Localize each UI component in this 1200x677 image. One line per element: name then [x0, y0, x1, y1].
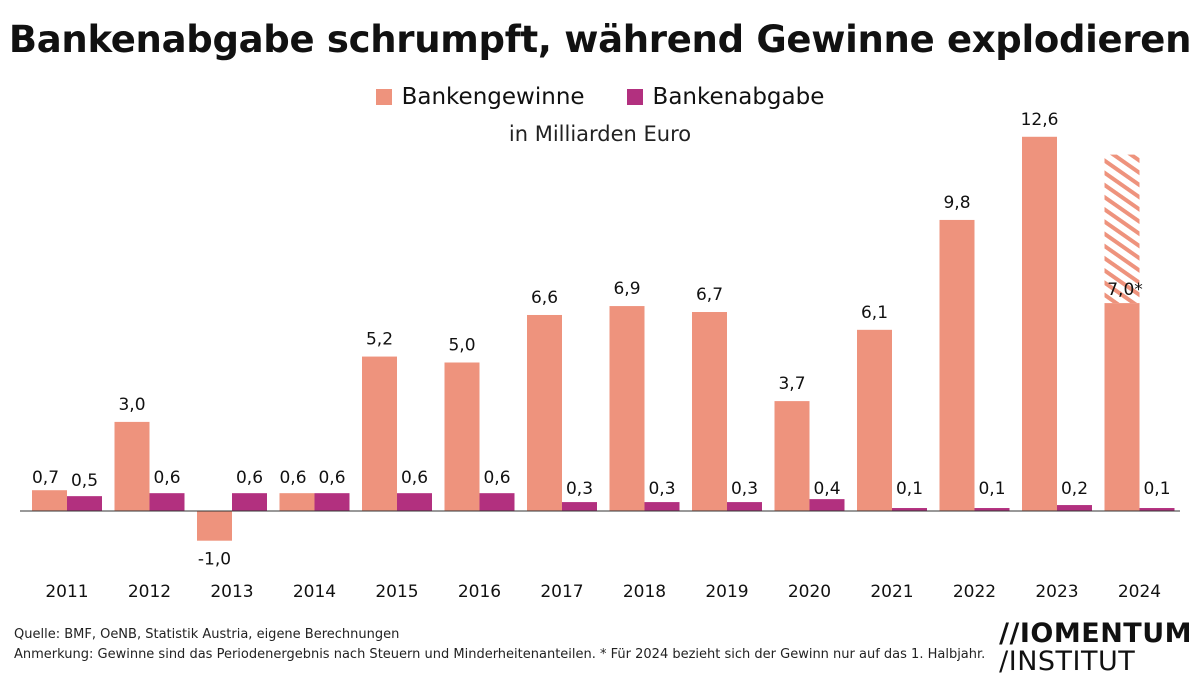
- data-label-profits-2024: 7,0*: [1107, 280, 1143, 300]
- bar-levy-2011: [67, 496, 102, 511]
- data-label-profits-2020: 3,7: [778, 374, 805, 394]
- data-label-profits-2019: 6,7: [696, 285, 723, 305]
- x-tick-label-2013: 2013: [210, 582, 253, 602]
- bar-levy-2013: [232, 493, 267, 511]
- data-label-profits-2017: 6,6: [531, 288, 558, 308]
- bar-levy-2014: [314, 493, 350, 511]
- bar-profits-2018: [609, 306, 645, 511]
- momentum-institut-logo: //IOMENTUM /INSTITUT: [999, 618, 1192, 677]
- data-label-levy-2018: 0,3: [648, 479, 675, 499]
- x-tick-label-2022: 2022: [953, 582, 996, 602]
- x-tick-label-2012: 2012: [128, 582, 171, 602]
- data-label-profits-2012: 3,0: [118, 395, 145, 415]
- x-tick-label-2020: 2020: [788, 582, 831, 602]
- data-label-levy-2020: 0,4: [813, 479, 840, 499]
- x-tick-label-2021: 2021: [870, 582, 913, 602]
- data-label-levy-2015: 0,6: [401, 468, 428, 488]
- data-label-profits-2023: 12,6: [1021, 110, 1059, 130]
- bar-levy-2023: [1057, 505, 1092, 511]
- data-label-profits-2011: 0,7: [32, 468, 59, 488]
- bar-projection-2024: [1104, 154, 1140, 304]
- bar-profits-2019: [692, 312, 727, 511]
- bar-profits-2022: [939, 219, 975, 511]
- data-label-profits-2018: 6,9: [613, 279, 640, 299]
- x-tick-label-2011: 2011: [45, 582, 88, 602]
- source-note: Quelle: BMF, OeNB, Statistik Austria, ei…: [14, 627, 400, 642]
- bar-levy-2018: [644, 502, 680, 511]
- bar-levy-2022: [974, 508, 1010, 511]
- x-tick-label-2018: 2018: [623, 582, 666, 602]
- bar-levy-2019: [727, 502, 762, 511]
- data-label-profits-2015: 5,2: [366, 330, 393, 350]
- bar-profits-2015: [362, 356, 397, 511]
- annotation-note: Anmerkung: Gewinne sind das Periodenerge…: [14, 647, 986, 662]
- bar-profits-2020: [774, 401, 810, 511]
- legend-item-levy: Bankenabgabe: [626, 84, 825, 110]
- bar-profits-2013: [197, 511, 232, 541]
- bar-profits-2023: [1022, 136, 1057, 511]
- logo-line-2: /INSTITUT: [999, 646, 1136, 677]
- bar-profits-2012: [114, 421, 150, 511]
- data-label-levy-2022: 0,1: [978, 479, 1005, 499]
- data-label-profits-2013: -1,0: [198, 550, 231, 570]
- bar-profits-2017: [527, 314, 562, 511]
- x-tick-label-2024: 2024: [1118, 582, 1161, 602]
- bar-levy-2020: [809, 499, 845, 511]
- bar-profits-2011: [32, 490, 67, 511]
- chart-legend: Bankengewinne Bankenabgabe: [0, 84, 1200, 110]
- data-label-levy-2014: 0,6: [318, 468, 345, 488]
- legend-swatch-profits: [375, 89, 392, 105]
- x-tick-label-2015: 2015: [375, 582, 418, 602]
- logo-line-1: //IOMENTUM: [999, 618, 1192, 649]
- data-label-levy-2021: 0,1: [896, 479, 923, 499]
- chart-subtitle: in Milliarden Euro: [508, 122, 692, 146]
- legend-label-levy: Bankenabgabe: [652, 84, 825, 110]
- data-label-profits-2021: 6,1: [861, 303, 888, 323]
- bar-levy-2021: [892, 508, 927, 511]
- bar-levy-2017: [562, 502, 597, 511]
- bar-profits-2021: [857, 329, 892, 511]
- data-label-levy-2012: 0,6: [153, 468, 180, 488]
- bar-levy-2015: [397, 493, 432, 511]
- bar-levy-2024: [1139, 508, 1175, 511]
- bar-profits-2014: [279, 493, 315, 511]
- data-label-levy-2024: 0,1: [1143, 479, 1170, 499]
- x-tick-label-2019: 2019: [705, 582, 748, 602]
- x-tick-label-2016: 2016: [458, 582, 501, 602]
- x-tick-label-2023: 2023: [1035, 582, 1078, 602]
- data-label-profits-2022: 9,8: [943, 193, 970, 213]
- data-label-levy-2016: 0,6: [483, 468, 510, 488]
- data-label-levy-2013: 0,6: [236, 468, 263, 488]
- bar-levy-2012: [149, 493, 185, 511]
- bar-profits-2016: [444, 362, 480, 511]
- data-label-levy-2011: 0,5: [71, 471, 98, 491]
- data-label-levy-2017: 0,3: [566, 479, 593, 499]
- data-label-profits-2016: 5,0: [448, 336, 475, 356]
- legend-label-profits: Bankengewinne: [401, 84, 585, 110]
- x-tick-label-2017: 2017: [540, 582, 583, 602]
- bar-levy-2016: [479, 493, 515, 511]
- x-tick-label-2014: 2014: [293, 582, 336, 602]
- data-label-levy-2023: 0,2: [1061, 479, 1088, 499]
- legend-swatch-levy: [626, 89, 643, 105]
- data-label-levy-2019: 0,3: [731, 479, 758, 499]
- data-label-profits-2014: 0,6: [279, 468, 306, 488]
- legend-item-profits: Bankengewinne: [375, 84, 585, 110]
- chart-title: Bankenabgabe schrumpft, während Gewinne …: [8, 18, 1192, 61]
- bar-profits-2024: [1104, 303, 1140, 511]
